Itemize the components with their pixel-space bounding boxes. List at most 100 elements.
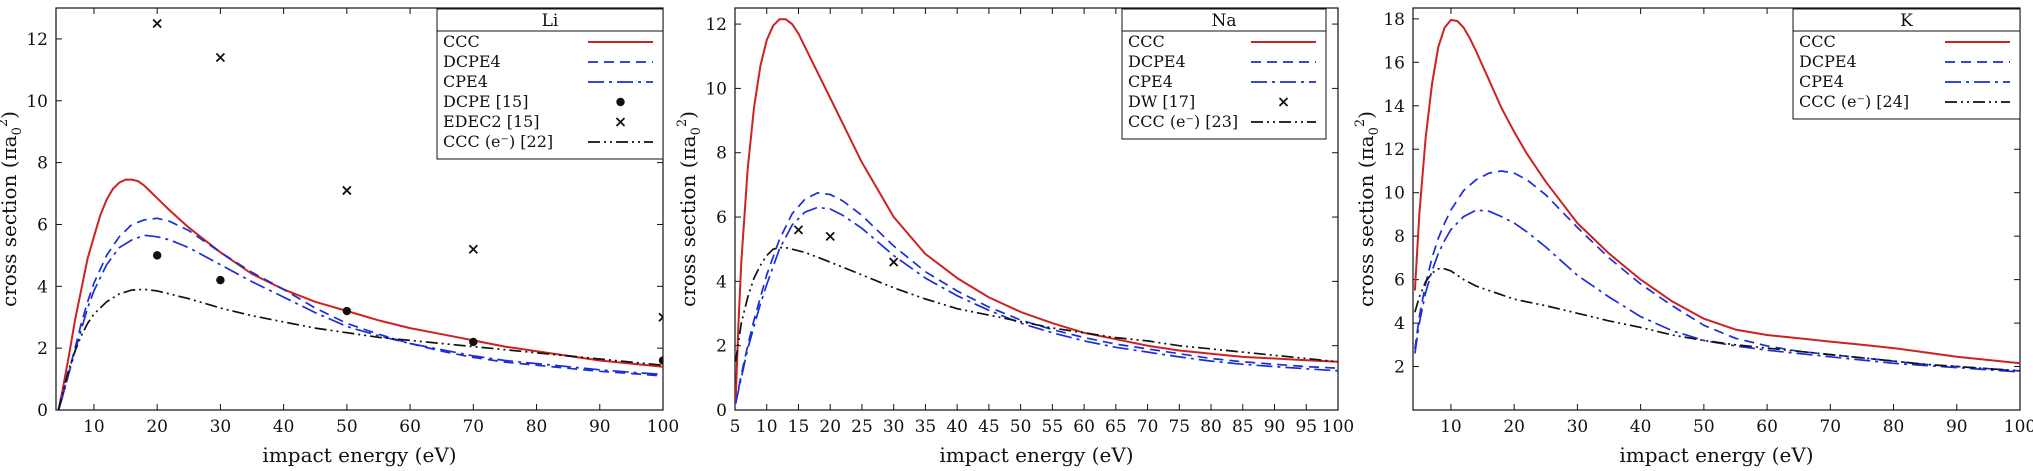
series-line-ccc <box>735 18 1338 404</box>
x-tick-label: 80 <box>526 417 548 437</box>
legend-box <box>436 8 664 160</box>
y-axis-title-superscript: 2 <box>1353 119 1368 127</box>
plot-frame <box>1412 7 2021 411</box>
y-axis-title-end: ) <box>0 111 21 119</box>
data-point-dw-17 <box>825 231 835 241</box>
series-line-ccc <box>1413 19 2020 365</box>
x-tick-label: 80 <box>1883 417 1905 437</box>
y-tick-label: 8 <box>1394 227 1405 247</box>
y-tick-label: 12 <box>26 30 48 50</box>
x-tick-label: 40 <box>273 417 295 437</box>
y-tick-label: 0 <box>716 401 727 421</box>
x-tick-label: 30 <box>883 417 905 437</box>
legend-title: Li <box>542 11 559 31</box>
x-tick-label: 40 <box>1630 417 1652 437</box>
y-tick-label: 12 <box>1383 140 1405 160</box>
y-axis-title-end: ) <box>676 111 700 119</box>
x-tick-label: 25 <box>851 417 873 437</box>
legend-box <box>1792 8 2021 120</box>
x-tick-label: 10 <box>756 417 778 437</box>
legend-label-dcpe4: DCPE4 <box>1799 52 1857 71</box>
legend-label-ccc-e-22: CCC (e⁻) [22] <box>443 132 553 151</box>
data-point-dw-17 <box>793 225 804 235</box>
x-tick-label: 10 <box>1440 417 1462 437</box>
legend-label-ccc-e-24: CCC (e⁻) [24] <box>1799 92 1909 111</box>
x-tick-label: 55 <box>1042 417 1064 437</box>
legend-symbol-dw-17 <box>1278 97 1289 107</box>
x-tick-label: 65 <box>1105 417 1127 437</box>
x-tick-label: 30 <box>1567 417 1589 437</box>
x-tick-label: 5 <box>730 417 741 437</box>
data-point-edec2-15 <box>468 244 478 254</box>
legend-label-ccc: CCC <box>1799 32 1836 51</box>
data-point-edec2-15 <box>658 312 663 322</box>
y-axis-title: cross section (πa02) <box>675 111 704 307</box>
legend-label-dcpe4: DCPE4 <box>443 52 501 71</box>
x-tick-label: 80 <box>1200 417 1222 437</box>
x-axis-title: impact energy (eV) <box>262 443 456 467</box>
series-group <box>1413 19 2020 373</box>
series-line-dcpe4 <box>735 192 1338 404</box>
x-tick-label: 70 <box>1137 417 1159 437</box>
x-tick-label: 20 <box>819 417 841 437</box>
x-tick-label: 50 <box>1010 417 1032 437</box>
legend-label-cpe4: CPE4 <box>1128 72 1173 91</box>
x-tick-label: 10 <box>83 417 105 437</box>
y-axis-title-main: cross section (πa <box>0 135 21 307</box>
legend-label-dcpe-15: DCPE [15] <box>443 92 528 111</box>
y-tick-label: 12 <box>705 15 727 35</box>
series-line-cpe4 <box>735 206 1338 404</box>
y-axis-title-subscript: 0 <box>1367 127 1382 135</box>
x-tick-label: 85 <box>1232 417 1254 437</box>
data-point-dcpe-15 <box>469 337 478 347</box>
y-axis-title-main: cross section (πa <box>1354 135 1378 307</box>
legend-label-cpe4: CPE4 <box>1799 72 1844 91</box>
x-tick-label: 60 <box>399 417 421 437</box>
y-tick-label: 0 <box>37 401 48 421</box>
x-tick-label: 60 <box>1073 417 1095 437</box>
y-tick-label: 6 <box>1394 271 1405 291</box>
series-line-ccc <box>57 178 663 410</box>
legend-title: Na <box>1211 11 1236 31</box>
data-point-dcpe-15 <box>152 251 162 260</box>
x-tick-label: 40 <box>946 417 968 437</box>
x-tick-label: 100 <box>2004 417 2033 437</box>
y-tick-label: 8 <box>37 154 48 174</box>
y-tick-label: 6 <box>37 215 48 235</box>
data-point-dcpe-15 <box>342 306 352 316</box>
series-line-ccc-e-23 <box>735 246 1338 363</box>
y-axis-title-subscript: 0 <box>10 127 25 135</box>
y-tick-label: 8 <box>716 144 727 164</box>
x-tick-label: 95 <box>1295 417 1317 437</box>
x-tick-label: 90 <box>1946 417 1968 437</box>
legend-label-ccc: CCC <box>1128 32 1165 51</box>
legend-label-dw-17: DW [17] <box>1128 92 1195 111</box>
y-axis-title-main: cross section (πa <box>676 135 700 307</box>
x-tick-label: 70 <box>462 417 484 437</box>
y-axis-title-superscript: 2 <box>675 119 690 127</box>
legend-label-edec2-15: EDEC2 [15] <box>443 112 540 131</box>
series-line-ccc-e-24 <box>1414 267 2020 372</box>
plot-frame <box>734 7 1339 411</box>
panel-k: 10 20 30 40 50 60 70 80 90 10024681012141618impac… <box>1353 7 2033 467</box>
series-line-dcpe4 <box>57 217 663 410</box>
y-tick-label: 2 <box>1394 358 1405 378</box>
x-tick-label: 75 <box>1168 417 1190 437</box>
series-line-cpe4 <box>1414 209 2020 373</box>
y-tick-label: 4 <box>716 272 727 292</box>
legend-symbol-dcpe-15 <box>616 97 625 107</box>
legend-label-dcpe4: DCPE4 <box>1128 52 1186 71</box>
y-tick-label: 2 <box>716 337 727 357</box>
y-tick-label: 10 <box>705 79 727 99</box>
data-point-edec2-15 <box>215 52 226 63</box>
x-tick-label: 90 <box>1264 417 1286 437</box>
y-tick-label: 6 <box>716 208 727 228</box>
data-point-dcpe-15 <box>658 356 663 365</box>
legend-symbol-edec2-15 <box>615 117 626 127</box>
data-point-edec2-15 <box>342 185 352 196</box>
data-point-dw-17 <box>889 257 899 267</box>
legend-label-ccc: CCC <box>443 32 480 51</box>
y-tick-label: 10 <box>26 92 48 112</box>
